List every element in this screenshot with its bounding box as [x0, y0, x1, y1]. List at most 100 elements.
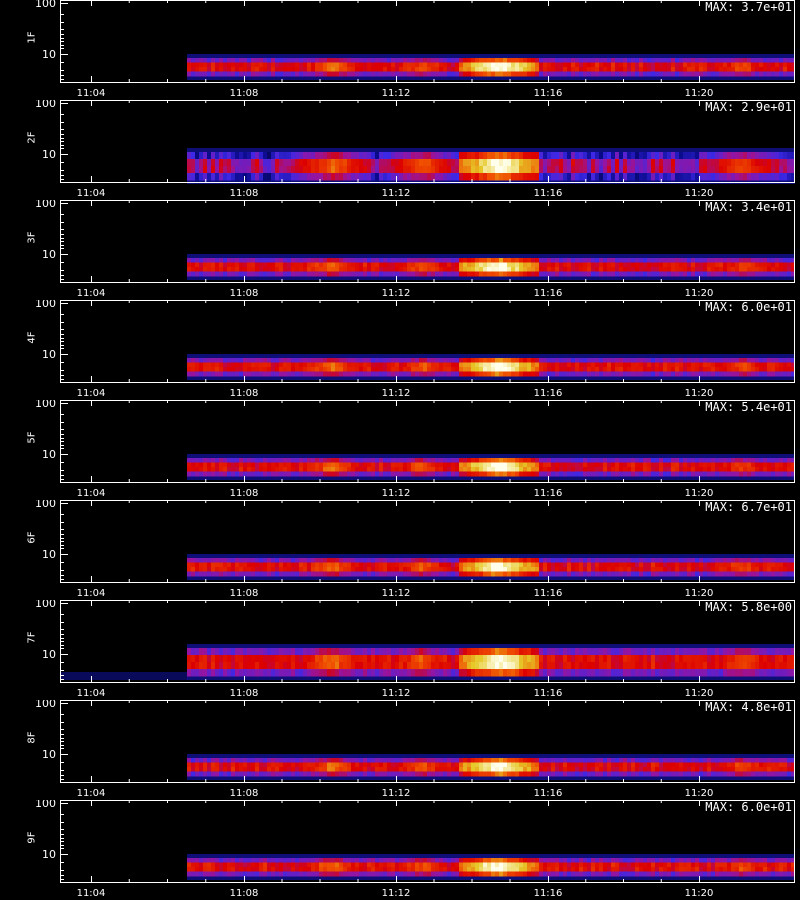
band-cell	[711, 367, 715, 372]
band-cell	[603, 271, 607, 277]
band-cell	[547, 58, 551, 63]
band-cell	[711, 62, 715, 68]
band-cell	[547, 371, 551, 377]
band-cell	[239, 662, 243, 670]
band-cell	[207, 362, 211, 368]
band-cell	[731, 152, 735, 160]
spectrogram-panel: 100 10 11:04 11:08 11:12 11:16 11:20 7F MAX: 5.8…	[0, 600, 800, 700]
band-cell	[439, 648, 443, 656]
band-cell	[391, 567, 395, 572]
band-cell	[615, 571, 619, 577]
band-cell	[359, 662, 363, 670]
band-cell	[391, 71, 395, 77]
band-cell	[779, 458, 783, 463]
band-cell	[647, 271, 651, 277]
band-cell	[251, 655, 255, 663]
band-cell	[395, 258, 399, 263]
band-cell	[427, 258, 431, 263]
band-cell	[731, 471, 735, 477]
band-cell	[299, 67, 303, 72]
band-cell	[383, 567, 387, 572]
band-cell	[199, 762, 203, 768]
band-cell	[295, 767, 299, 772]
band-cell	[703, 567, 707, 572]
band-cell	[451, 762, 455, 768]
band-cell	[699, 62, 703, 68]
band-cell	[723, 62, 727, 68]
band-cell	[335, 271, 339, 277]
band-cell	[315, 458, 319, 463]
band-cell	[455, 152, 459, 160]
band-cell	[447, 562, 451, 568]
band-cell	[439, 62, 443, 68]
band-cell	[767, 471, 771, 477]
band-cell	[291, 152, 295, 160]
band-cell	[631, 562, 635, 568]
band-cell	[383, 467, 387, 472]
band-cell	[763, 558, 767, 563]
band-cell	[311, 362, 315, 368]
band-cell	[243, 371, 247, 377]
band-cell	[315, 767, 319, 772]
band-cell	[247, 166, 251, 174]
band-cell	[767, 648, 771, 656]
band-cell	[463, 767, 467, 772]
band-cell	[351, 458, 355, 463]
band-cell	[367, 62, 371, 68]
band-cell	[511, 648, 515, 656]
band-cell	[707, 152, 711, 160]
band-cell	[591, 467, 595, 472]
band-cell	[375, 648, 379, 656]
band-cell	[611, 562, 615, 568]
band-cell	[631, 262, 635, 268]
band-cell	[751, 267, 755, 272]
band-cell	[331, 358, 335, 363]
band-cell	[559, 371, 563, 377]
band-cell	[359, 166, 363, 174]
band-cell	[319, 258, 323, 263]
band-cell	[215, 758, 219, 763]
band-cell	[407, 271, 411, 277]
band-cell	[791, 67, 795, 72]
band-cell	[299, 462, 303, 468]
band-cell	[735, 467, 739, 472]
band-cell	[187, 462, 191, 468]
band-cell	[343, 159, 347, 167]
band-cell	[295, 762, 299, 768]
band-cell	[283, 71, 287, 77]
band-cell	[471, 758, 475, 763]
band-cell	[503, 458, 507, 463]
band-cell	[319, 166, 323, 174]
band-cell	[499, 467, 503, 472]
band-cell	[683, 362, 687, 368]
band-cell	[379, 362, 383, 368]
band-cell	[211, 371, 215, 377]
band-cell	[607, 159, 611, 167]
band-cell	[511, 71, 515, 77]
band-cell	[671, 262, 675, 268]
band-cell	[211, 558, 215, 563]
band-cell	[687, 152, 691, 160]
band-cell	[719, 571, 723, 577]
band-cell	[423, 362, 427, 368]
band-cell	[583, 367, 587, 372]
band-cell	[271, 655, 275, 663]
band-cell	[383, 166, 387, 174]
band-cell	[543, 562, 547, 568]
band-cell	[719, 62, 723, 68]
x-tick-label: 11:20	[685, 488, 714, 499]
band-cell	[431, 767, 435, 772]
band-cell	[443, 767, 447, 772]
band-cell	[295, 567, 299, 572]
band-cell	[759, 62, 763, 68]
band-cell	[331, 758, 335, 763]
band-cell	[243, 358, 247, 363]
band-cell	[699, 258, 703, 263]
band-cell	[695, 571, 699, 577]
band-cell	[467, 648, 471, 656]
band-cell	[527, 267, 531, 272]
band-cell	[267, 762, 271, 768]
band-cell	[327, 662, 331, 670]
band-cell	[195, 67, 199, 72]
band-cell	[431, 371, 435, 377]
